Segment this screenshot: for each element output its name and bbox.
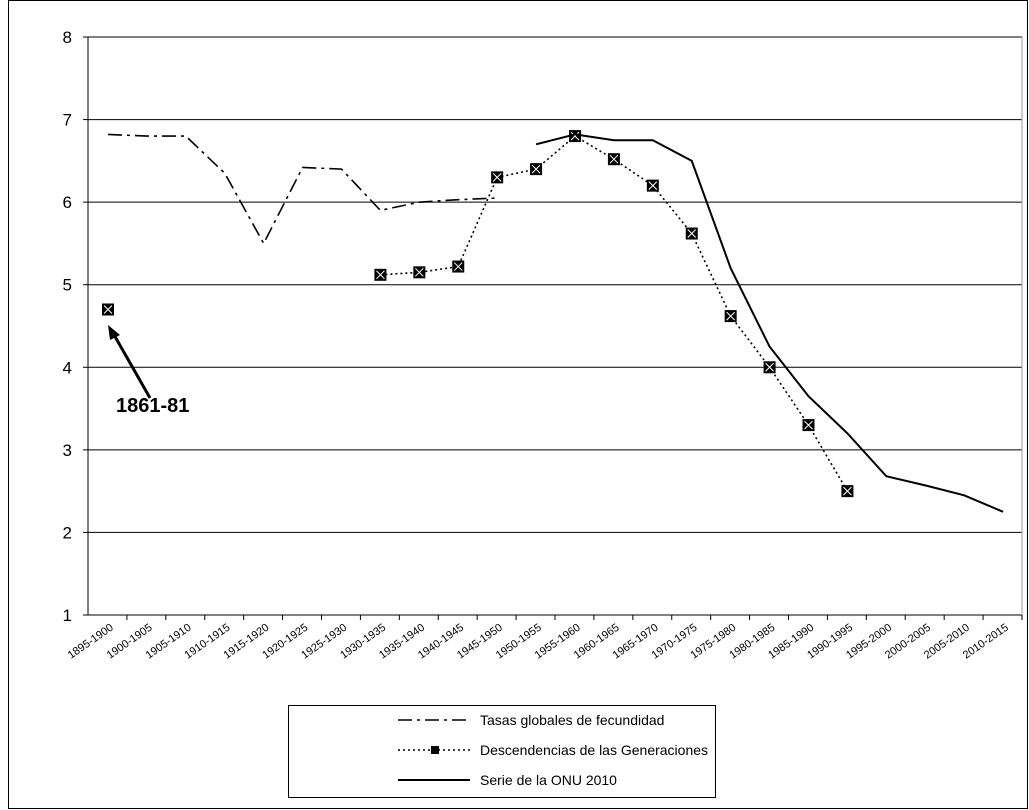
marker-star	[687, 229, 697, 238]
marker-star	[648, 181, 658, 190]
annotation-arrowhead	[108, 325, 120, 340]
y-tick-label: 5	[63, 276, 72, 295]
y-tick-label: 1	[63, 606, 72, 625]
series-line	[107, 133, 498, 246]
legend-box	[288, 705, 716, 798]
series-line	[535, 133, 1004, 513]
y-tick-label: 7	[63, 111, 72, 130]
marker-star	[609, 154, 619, 164]
y-tick-label: 3	[63, 441, 72, 460]
legend-label: Serie de la ONU 2010	[480, 772, 617, 788]
marker-star	[726, 311, 736, 321]
y-tick-label: 6	[63, 193, 72, 212]
y-tick-label: 4	[63, 358, 72, 377]
marker-star	[531, 164, 541, 174]
marker-star	[414, 267, 424, 277]
annotation: 1861-81	[116, 395, 189, 417]
marker-star	[570, 131, 580, 141]
marker-star	[765, 362, 774, 372]
y-tick-label: 8	[63, 28, 72, 47]
legend-label: Tasas globales de fecundidad	[480, 712, 664, 728]
marker-star	[843, 486, 852, 496]
marker-star	[376, 270, 385, 280]
marker-star	[492, 173, 502, 182]
chart-border	[8, 0, 1028, 809]
legend-marker	[431, 746, 439, 754]
marker-star	[103, 305, 113, 314]
marker-star	[453, 262, 463, 271]
marker-star	[804, 420, 813, 430]
annotation-arrow	[111, 332, 152, 399]
y-tick-label: 2	[63, 523, 72, 542]
legend-label: Descendencias de las Generaciones	[480, 742, 708, 758]
